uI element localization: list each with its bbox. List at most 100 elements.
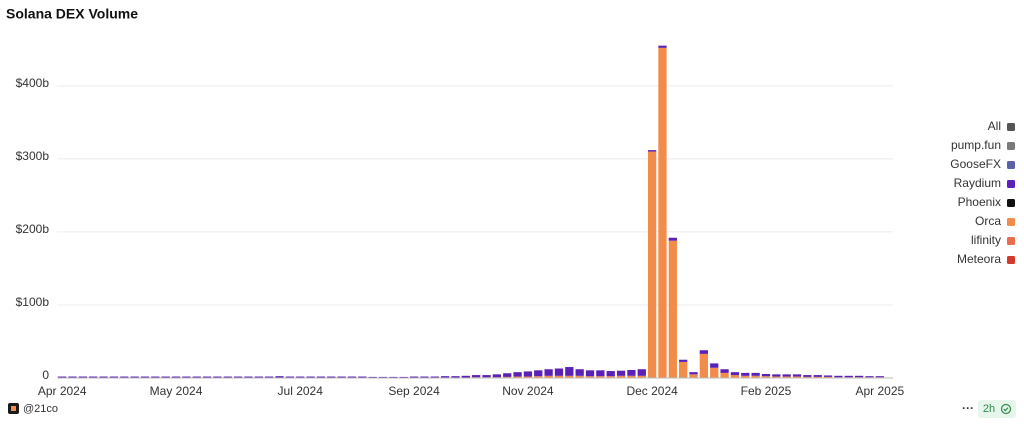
bar-segment: [503, 373, 512, 377]
bar-segment: [78, 376, 88, 378]
y-tick-label: $200b: [16, 222, 50, 236]
bar-segment: [627, 375, 636, 378]
bar-segment: [327, 376, 336, 378]
bar-segment: [668, 240, 677, 378]
bar-segment: [99, 376, 108, 378]
author[interactable]: @21co: [23, 403, 58, 415]
bar-segment: [730, 372, 740, 376]
bar-segment: [596, 376, 605, 378]
bar-segment: [161, 376, 170, 378]
menu[interactable]: ···: [962, 401, 974, 415]
bar-segment: [316, 376, 326, 378]
bar-segment: [875, 376, 884, 378]
x-tick-label: Jul 2024: [278, 384, 324, 398]
legend-swatch: [1007, 237, 1015, 245]
bar-segment: [451, 376, 460, 378]
legend-swatch: [1007, 256, 1015, 264]
bar-segment: [585, 370, 595, 377]
author-icon-dot: [11, 406, 16, 411]
bar-segment: [68, 376, 77, 378]
bar-segment: [554, 368, 564, 376]
bar-segment: [140, 376, 150, 378]
x-tick-label: Sep 2024: [388, 384, 440, 398]
bar-segment: [792, 374, 802, 377]
bar-segment: [389, 376, 398, 378]
bar-segment: [523, 376, 533, 378]
bar-segment: [192, 376, 201, 378]
legend-label: Orca: [975, 214, 1001, 228]
bar-segment: [244, 376, 253, 378]
bar-segment: [534, 376, 543, 378]
x-tick-label: Apr 2025: [855, 384, 904, 398]
bar-segment: [503, 376, 512, 378]
x-tick-label: Apr 2024: [38, 384, 87, 398]
legend-swatch: [1007, 123, 1015, 131]
bar-segment: [534, 370, 543, 377]
bar-segment: [679, 361, 688, 378]
bar-segment: [803, 376, 812, 378]
bar-segment: [720, 372, 729, 378]
bar-segment: [616, 375, 626, 378]
bar-segment: [741, 372, 750, 376]
bar-segment: [575, 375, 584, 378]
bar-segment: [513, 372, 522, 377]
x-tick-label: Dec 2024: [626, 384, 678, 398]
bar-segment: [472, 375, 481, 378]
bar-segment: [772, 376, 781, 378]
bar-segment: [761, 373, 771, 377]
bar-segment: [627, 369, 636, 376]
bar-segment: [151, 376, 160, 378]
bar-segment: [130, 376, 139, 378]
bar-segment: [803, 375, 812, 377]
bar-segment: [854, 375, 864, 378]
bar-segment: [637, 375, 646, 378]
bar-segment: [223, 376, 232, 378]
bar-segment: [761, 376, 771, 378]
bar-segment: [202, 376, 212, 378]
bar-segment: [492, 374, 502, 378]
bar-segment: [823, 375, 833, 377]
legend-label: Meteora: [957, 252, 1001, 266]
bar-segment: [420, 376, 429, 378]
bar-segment: [347, 376, 357, 378]
bar-segment: [689, 374, 698, 378]
bar-segment: [461, 375, 470, 378]
bar-segment: [751, 372, 760, 376]
bar-segment: [285, 376, 295, 378]
bar-segment: [699, 353, 709, 378]
x-tick-label: Nov 2024: [502, 384, 554, 398]
bar-segment: [782, 374, 791, 377]
bar-segment: [699, 350, 709, 354]
y-tick-label: 0: [42, 368, 49, 382]
bar-segment: [399, 376, 408, 378]
bar-segment: [109, 376, 119, 378]
bar-segment: [844, 375, 853, 378]
x-tick-label: Feb 2025: [741, 384, 792, 398]
bar-segment: [368, 376, 377, 378]
bar-segment: [233, 376, 243, 378]
legend-label: Phoenix: [958, 195, 1001, 209]
bar-segment: [637, 369, 646, 376]
bar-segment: [792, 376, 802, 378]
updated-check: [1003, 407, 1009, 412]
bar-segment: [306, 376, 315, 378]
bar-segment: [89, 376, 98, 378]
bar-segment: [213, 376, 222, 378]
legend-label: All: [988, 119, 1001, 133]
bar-segment: [523, 371, 533, 377]
legend-label: lifinity: [971, 233, 1001, 247]
updated: 2h: [983, 403, 995, 415]
bar-segment: [772, 374, 781, 377]
bar-segment: [606, 371, 615, 377]
bar-segment: [513, 376, 522, 378]
bar-segment: [813, 375, 822, 377]
updated-icon: [1000, 403, 1012, 415]
bar-segment: [58, 376, 67, 378]
legend-swatch: [1007, 180, 1015, 188]
bar-segment: [430, 376, 439, 378]
legend-label: pump.fun: [951, 138, 1001, 152]
bar-segment: [720, 369, 729, 373]
bar-segment: [741, 375, 750, 378]
